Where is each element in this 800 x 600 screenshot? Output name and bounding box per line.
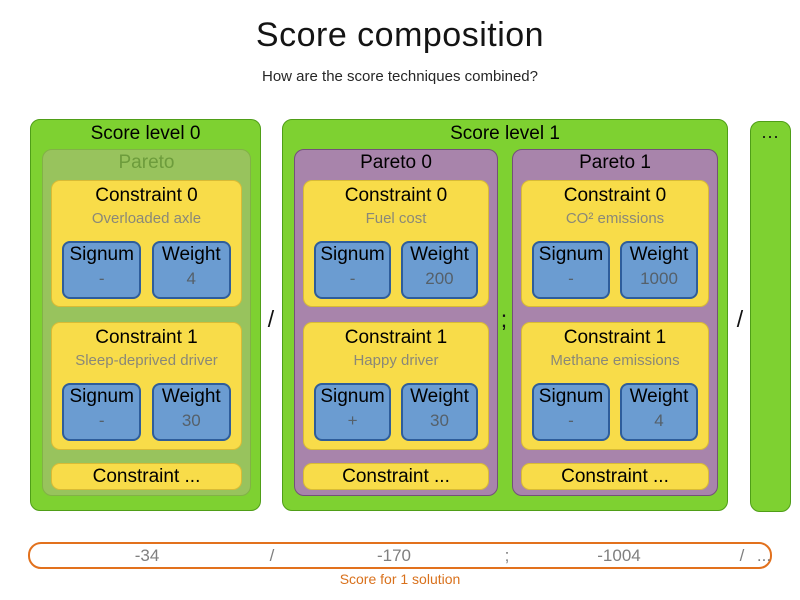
weight-label: Weight	[410, 244, 469, 265]
weight-label: Weight	[161, 386, 221, 407]
score-value-more: ...	[756, 546, 772, 565]
trailing-separator-slash: /	[736, 306, 744, 332]
score-value-level0: -34	[134, 546, 160, 565]
weight-cell: Weight 4	[151, 241, 231, 299]
signum-cell: Signum -	[62, 383, 142, 441]
signum-value: +	[347, 411, 358, 430]
signum-cell: Signum -	[314, 241, 392, 299]
constraint-title: Constraint 0	[344, 185, 448, 206]
signum-label: Signum	[69, 386, 134, 407]
constraint-card: Constraint 0 Overloaded axle Signum - We…	[51, 180, 242, 307]
signum-cell: Signum -	[62, 241, 142, 299]
score-level-more-box: ...	[750, 121, 791, 512]
score-level-1-box: Score level 1 Pareto 0 Constraint 0 Fuel…	[282, 119, 728, 511]
weight-cell: Weight 1000	[619, 241, 698, 299]
pareto-separator-semicolon: ;	[500, 306, 508, 332]
weight-label: Weight	[629, 244, 689, 265]
pareto-label: Pareto	[118, 152, 175, 173]
score-separator-slash-2: /	[739, 546, 745, 565]
constraint-title: Constraint 1	[344, 327, 448, 348]
page-title: Score composition	[255, 16, 545, 54]
pareto-0-label: Pareto 0	[360, 152, 432, 173]
constraint-cells: Signum + Weight 30	[314, 383, 478, 441]
score-level-0-label: Score level 0	[90, 123, 201, 144]
constraint-name: Methane emissions	[550, 352, 680, 369]
weight-value: 1000	[640, 269, 678, 288]
weight-cell: Weight 30	[151, 383, 231, 441]
signum-label: Signum	[320, 386, 385, 407]
signum-cell: Signum +	[314, 383, 392, 441]
signum-label: Signum	[538, 244, 604, 265]
constraint-cells: Signum - Weight 30	[62, 383, 231, 441]
constraint-cells: Signum - Weight 4	[532, 383, 698, 441]
weight-cell: Weight 30	[400, 383, 478, 441]
weight-value: 4	[186, 269, 197, 288]
constraint-card: Constraint 1 Sleep-deprived driver Signu…	[51, 322, 242, 450]
weight-label: Weight	[410, 386, 469, 407]
pareto-0-box: Pareto 0 Constraint 0 Fuel cost Signum -…	[294, 149, 498, 496]
score-bar-caption: Score for 1 solution	[339, 571, 461, 587]
signum-cell: Signum -	[532, 383, 611, 441]
score-result-bar: -34 / -170 ; -1004 / ...	[28, 542, 772, 569]
weight-label: Weight	[161, 244, 221, 265]
constraint-title: Constraint 1	[95, 327, 198, 348]
constraint-name: Sleep-deprived driver	[75, 352, 218, 369]
weight-value: 30	[430, 411, 449, 430]
constraint-title: Constraint 0	[563, 185, 667, 206]
constraint-title: Constraint 0	[95, 185, 198, 206]
signum-value: -	[349, 269, 356, 288]
signum-label: Signum	[538, 386, 604, 407]
score-value-pareto1: -1004	[597, 546, 641, 565]
constraint-name: CO² emissions	[565, 210, 665, 227]
pareto-1-box: Pareto 1 Constraint 0 CO² emissions Sign…	[512, 149, 718, 496]
signum-value: -	[98, 269, 105, 288]
constraint-name: Fuel cost	[365, 210, 427, 227]
score-value-pareto0: -170	[376, 546, 412, 565]
score-level-0-box: Score level 0 Pareto Constraint 0 Overlo…	[30, 119, 261, 511]
constraint-cells: Signum - Weight 1000	[532, 241, 698, 299]
signum-label: Signum	[320, 244, 385, 265]
constraint-card: Constraint 0 Fuel cost Signum - Weight 2…	[303, 180, 489, 307]
weight-value: 200	[425, 269, 454, 288]
constraint-more-card: Constraint ...	[303, 463, 489, 490]
weight-cell: Weight 4	[619, 383, 698, 441]
signum-value: -	[98, 411, 105, 430]
constraint-card: Constraint 1 Methane emissions Signum - …	[521, 322, 709, 450]
signum-cell: Signum -	[532, 241, 611, 299]
page-subtitle: How are the score techniques combined?	[262, 68, 538, 85]
weight-cell: Weight 200	[400, 241, 478, 299]
constraint-more-card: Constraint ...	[521, 463, 709, 490]
constraint-card: Constraint 0 CO² emissions Signum - Weig…	[521, 180, 709, 307]
level-separator-slash: /	[267, 306, 275, 332]
pareto-1-label: Pareto 1	[579, 152, 651, 173]
signum-label: Signum	[69, 244, 134, 265]
constraint-card: Constraint 1 Happy driver Signum + Weigh…	[303, 322, 489, 450]
signum-value: -	[568, 411, 574, 430]
constraint-name: Happy driver	[353, 352, 439, 369]
weight-value: 4	[654, 411, 664, 430]
constraint-cells: Signum - Weight 4	[62, 241, 231, 299]
constraint-more-card: Constraint ...	[51, 463, 242, 490]
pareto-box: Pareto Constraint 0 Overloaded axle Sign…	[42, 149, 251, 496]
score-separator-slash: /	[269, 546, 275, 565]
constraint-title: Constraint 1	[563, 327, 667, 348]
score-level-1-label: Score level 1	[450, 123, 560, 144]
weight-value: 30	[181, 411, 201, 430]
constraint-name: Overloaded axle	[91, 210, 202, 227]
score-separator-semicolon: ;	[504, 546, 510, 565]
weight-label: Weight	[629, 386, 689, 407]
signum-value: -	[568, 269, 574, 288]
constraint-cells: Signum - Weight 200	[314, 241, 478, 299]
